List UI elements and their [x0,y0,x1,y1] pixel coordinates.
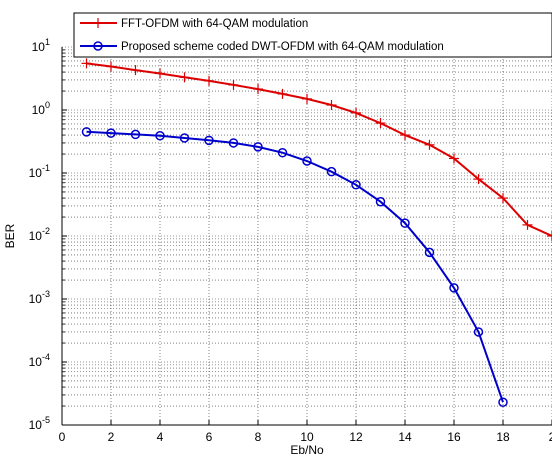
data-point [106,128,116,138]
y-tick-labels: 101 100 10-1 10-2 10-3 10-4 10-5 [29,37,50,432]
data-point [155,131,165,141]
x-tick-label: 2 [549,430,552,444]
y-tick-label: 10-3 [29,289,50,306]
data-point [302,156,312,166]
data-point [277,147,288,158]
data-point [277,88,288,99]
data-point [424,139,435,150]
x-tick-labels: 0 2 4 6 8 10 12 14 16 18 2 [59,420,552,444]
data-point [81,127,92,137]
data-point [155,68,165,79]
data-point [351,180,361,190]
data-point [253,84,263,95]
x-tick-label: 4 [157,430,164,444]
y-tick-label: 10-4 [29,352,50,369]
data-point [253,142,263,152]
data-point [228,79,239,90]
data-point [326,100,337,111]
y-tick-label: 101 [32,37,50,54]
legend-label-dwt: Proposed scheme coded DWT-OFDM with 64-Q… [121,41,444,53]
data-point [424,247,435,258]
x-tick-label: 8 [255,430,262,444]
series-line [86,62,552,237]
series-layer [81,58,552,407]
x-tick-label: 6 [206,430,213,444]
data-point [449,283,459,293]
data-point [130,65,141,76]
data-point [179,133,190,143]
data-point [130,129,141,140]
x-tick-label: 0 [59,430,66,444]
data-point [81,58,92,69]
y-axis-label: BER [3,223,17,248]
data-point [498,397,508,407]
data-point [375,118,386,129]
data-point [302,93,312,104]
data-point [400,130,410,141]
data-point [449,153,459,164]
y-tick-label: 100 [32,100,50,117]
x-tick-label: 10 [300,430,314,444]
x-tick-label: 16 [447,430,461,444]
data-point [204,135,214,146]
data-point [473,174,484,185]
data-point [400,218,410,228]
data-point [473,327,484,337]
x-axis-label: Eb/No [290,443,324,457]
legend: FFT-OFDM with 64-QAM modulation Proposed… [73,12,552,58]
data-point [522,219,533,230]
y-tick-label: 10-1 [29,163,50,180]
data-point [106,61,116,72]
y-tick-label: 10-2 [29,226,50,243]
data-point [204,75,214,86]
x-tick-label: 18 [496,430,510,444]
y-tick-label: 10-5 [29,415,50,432]
x-tick-label: 14 [398,430,412,444]
data-point [351,107,361,118]
x-tick-label: 2 [108,430,115,444]
legend-marker-dwt [93,41,103,51]
data-point [547,231,552,241]
data-point [228,138,239,148]
data-point [326,166,337,177]
data-point [179,72,190,83]
x-tick-label: 12 [349,430,363,444]
data-point [375,196,386,207]
legend-label-fft: FFT-OFDM with 64-QAM modulation [121,18,308,30]
data-point [498,193,508,204]
legend-box [73,12,552,58]
